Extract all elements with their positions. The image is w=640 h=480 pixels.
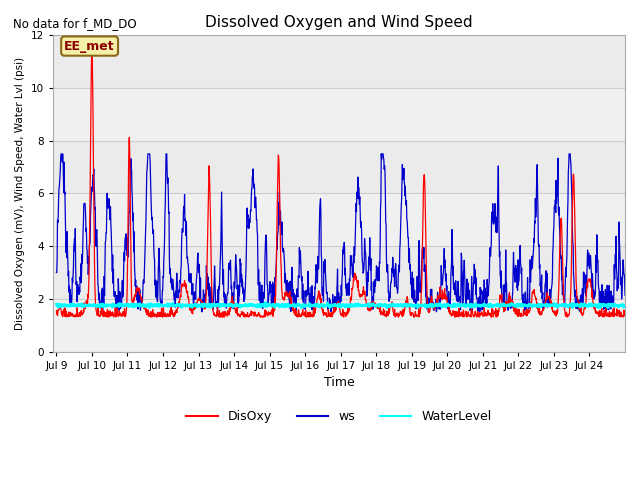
Line: DisOxy: DisOxy [56, 51, 625, 317]
WaterLevel [559, 302, 566, 308]
ws [559, 288, 566, 293]
Bar [53, 299, 625, 351]
DisOxy [326, 310, 334, 316]
DisOxy [52, 309, 60, 315]
WaterLevel [262, 300, 269, 305]
Bar [53, 193, 625, 246]
Legend: DisOxy, ws, WaterLevel: DisOxy, ws, WaterLevel [181, 405, 497, 428]
WaterLevel [316, 303, 323, 309]
Bar [53, 141, 625, 193]
ws [621, 292, 629, 298]
Text: EE_met: EE_met [64, 39, 115, 53]
ws [476, 294, 483, 300]
DisOxy [559, 265, 566, 271]
ws [614, 285, 622, 291]
DisOxy [142, 309, 150, 315]
WaterLevel [621, 302, 629, 308]
Line: ws: ws [56, 154, 625, 312]
DisOxy [476, 314, 483, 320]
WaterLevel [52, 301, 60, 307]
Bar [53, 36, 625, 88]
Bar [53, 246, 625, 299]
DisOxy [621, 309, 629, 314]
ws [326, 301, 334, 307]
ws [316, 204, 324, 210]
Line: WaterLevel: WaterLevel [56, 302, 625, 308]
WaterLevel [141, 303, 149, 309]
WaterLevel [326, 303, 334, 309]
Bar [53, 88, 625, 141]
ws [198, 309, 206, 315]
ws [142, 223, 150, 229]
Y-axis label: Dissolved Oxygen (mV), Wind Speed, Water Lvl (psi): Dissolved Oxygen (mV), Wind Speed, Water… [15, 57, 25, 330]
DisOxy [614, 309, 622, 315]
WaterLevel [614, 303, 622, 309]
WaterLevel [595, 305, 602, 311]
WaterLevel [476, 302, 483, 308]
DisOxy [488, 314, 495, 320]
Title: Dissolved Oxygen and Wind Speed: Dissolved Oxygen and Wind Speed [205, 15, 473, 30]
DisOxy [316, 293, 323, 299]
DisOxy [88, 48, 96, 54]
ws [52, 270, 60, 276]
ws [58, 151, 65, 157]
Text: No data for f_MD_DO: No data for f_MD_DO [13, 17, 136, 30]
X-axis label: Time: Time [324, 376, 355, 389]
